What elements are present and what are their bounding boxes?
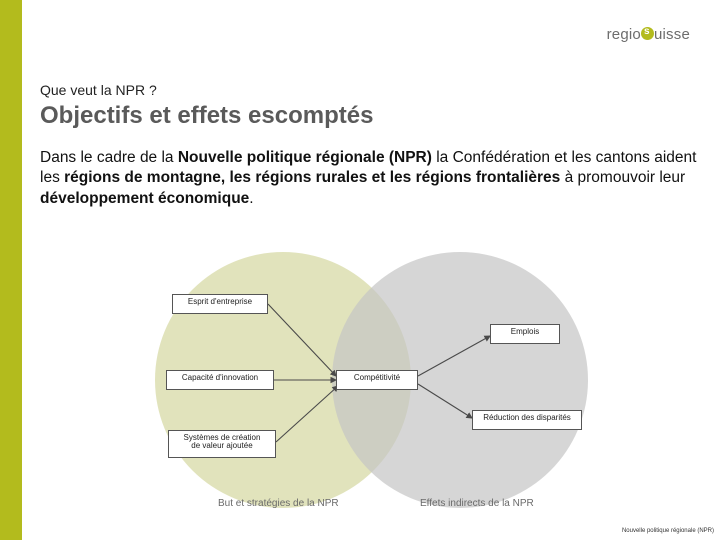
para-b2: régions de montagne, les régions rurales… [64,169,560,186]
kicker: Que veut la NPR ? [40,82,702,98]
node-reduc: Réduction des disparités [472,410,582,430]
brand-logo: regio uisse [607,26,690,43]
slide: regio uisse Que veut la NPR ? Objectifs e… [0,0,720,540]
node-compet: Compétitivité [336,370,418,390]
para-b3: développement économique [40,190,249,207]
venn-diagram: Esprit d'entreprise Capacité d'innovation… [88,252,648,512]
content-area: Que veut la NPR ? Objectifs et effets es… [40,82,702,209]
brand-text-right: uisse [654,26,690,43]
para-b1: Nouvelle politique régionale (NPR) [178,149,432,166]
venn-caption-left: But et stratégies de la NPR [218,498,339,509]
brand-text-left: regio [607,26,641,43]
accent-bar [0,0,22,540]
para-t1: Dans le cadre de la [40,149,178,166]
para-t4: . [249,190,253,207]
node-esprit: Esprit d'entreprise [172,294,268,314]
para-t3: à promouvoir leur [560,169,685,186]
brand-s-icon [641,27,654,40]
node-emplois: Emplois [490,324,560,344]
page-title: Objectifs et effets escomptés [40,102,702,130]
node-capacite: Capacité d'innovation [166,370,274,390]
node-systemes: Systèmes de créationde valeur ajoutée [168,430,276,458]
footer-note: Nouvelle politique régionale (NPR) [622,528,714,534]
venn-caption-right: Effets indirects de la NPR [420,498,534,509]
intro-paragraph: Dans le cadre de la Nouvelle politique r… [40,148,700,209]
